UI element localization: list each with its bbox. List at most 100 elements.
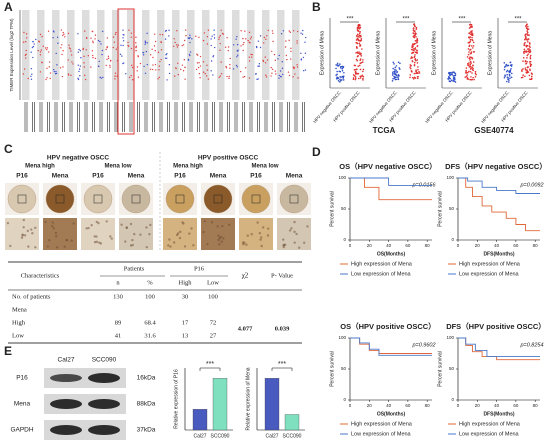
dot xyxy=(101,49,104,52)
dot xyxy=(470,62,472,64)
dot xyxy=(413,63,416,66)
dot xyxy=(525,63,527,65)
tick-label-bar xyxy=(24,102,26,132)
cell xyxy=(256,221,259,224)
cell xyxy=(6,221,10,225)
dot xyxy=(527,34,529,36)
dot xyxy=(25,49,27,52)
dot xyxy=(258,65,260,67)
dot xyxy=(524,35,527,38)
dot xyxy=(59,67,62,69)
cell xyxy=(93,235,96,238)
dot xyxy=(358,42,361,45)
dot xyxy=(131,66,134,69)
dot xyxy=(294,73,296,75)
dot xyxy=(236,35,238,38)
dot xyxy=(55,72,58,75)
dot xyxy=(448,75,450,78)
dot xyxy=(279,70,282,72)
dot xyxy=(197,54,199,56)
dot xyxy=(257,65,259,67)
dot xyxy=(359,53,361,56)
tick-label-bar xyxy=(302,102,303,132)
dot xyxy=(412,49,415,52)
label: P- Value xyxy=(271,272,293,279)
dot xyxy=(188,53,191,56)
dot xyxy=(528,49,530,52)
label: OS(Months) xyxy=(377,411,406,417)
dot xyxy=(303,70,305,72)
dot xyxy=(226,75,228,78)
dot xyxy=(242,37,244,40)
dot xyxy=(250,36,253,38)
dot xyxy=(195,35,197,37)
dot xyxy=(409,66,411,68)
dot xyxy=(84,30,86,32)
dot xyxy=(392,71,394,74)
dot xyxy=(61,75,64,78)
dot xyxy=(185,35,187,37)
dot xyxy=(271,72,273,74)
dot xyxy=(416,77,419,80)
band xyxy=(277,10,285,100)
dot xyxy=(339,79,342,82)
dot xyxy=(301,33,304,35)
dot xyxy=(248,77,251,79)
dot xyxy=(160,58,162,61)
dot xyxy=(39,71,42,73)
dot xyxy=(521,69,523,71)
dot xyxy=(64,36,66,38)
dot xyxy=(296,40,298,42)
band xyxy=(50,374,82,382)
dot xyxy=(79,65,82,67)
dot xyxy=(83,66,85,68)
dot xyxy=(451,73,453,76)
dot xyxy=(471,39,474,41)
dot xyxy=(286,58,288,61)
dot xyxy=(251,53,253,56)
dot xyxy=(357,77,360,80)
dot xyxy=(468,51,470,53)
dot xyxy=(293,67,295,70)
dot xyxy=(469,70,472,73)
tick-label-bar xyxy=(234,102,236,132)
dot xyxy=(454,73,457,75)
cell xyxy=(216,225,219,228)
band xyxy=(52,10,60,100)
dot xyxy=(236,43,239,46)
dot xyxy=(272,32,274,35)
cell xyxy=(34,246,37,249)
dot xyxy=(237,54,239,56)
tick-label-bar xyxy=(79,102,80,132)
dot xyxy=(452,71,454,73)
dot xyxy=(196,53,198,55)
label: HPV positive OSCC xyxy=(198,155,259,162)
dot xyxy=(474,70,477,73)
cell xyxy=(87,226,90,230)
label: 100 xyxy=(446,175,454,180)
dot xyxy=(152,64,154,66)
dot xyxy=(180,68,182,71)
dot xyxy=(343,71,345,74)
dot xyxy=(187,37,190,39)
dot xyxy=(469,49,471,51)
dot xyxy=(526,54,529,57)
label: *** xyxy=(278,361,286,368)
dot xyxy=(243,42,245,44)
dot xyxy=(521,70,523,72)
dot xyxy=(409,67,412,70)
dot xyxy=(218,38,220,41)
dot xyxy=(354,70,357,73)
label: Mena xyxy=(14,401,31,408)
dot xyxy=(360,37,363,40)
dot xyxy=(359,34,361,37)
dot xyxy=(144,72,147,74)
dot xyxy=(342,75,345,78)
dot xyxy=(397,77,400,79)
zoom-box xyxy=(251,194,261,204)
dot xyxy=(411,46,414,48)
cell xyxy=(218,237,221,240)
dot xyxy=(177,73,180,76)
dot xyxy=(296,42,298,44)
ihc-core xyxy=(121,184,151,214)
